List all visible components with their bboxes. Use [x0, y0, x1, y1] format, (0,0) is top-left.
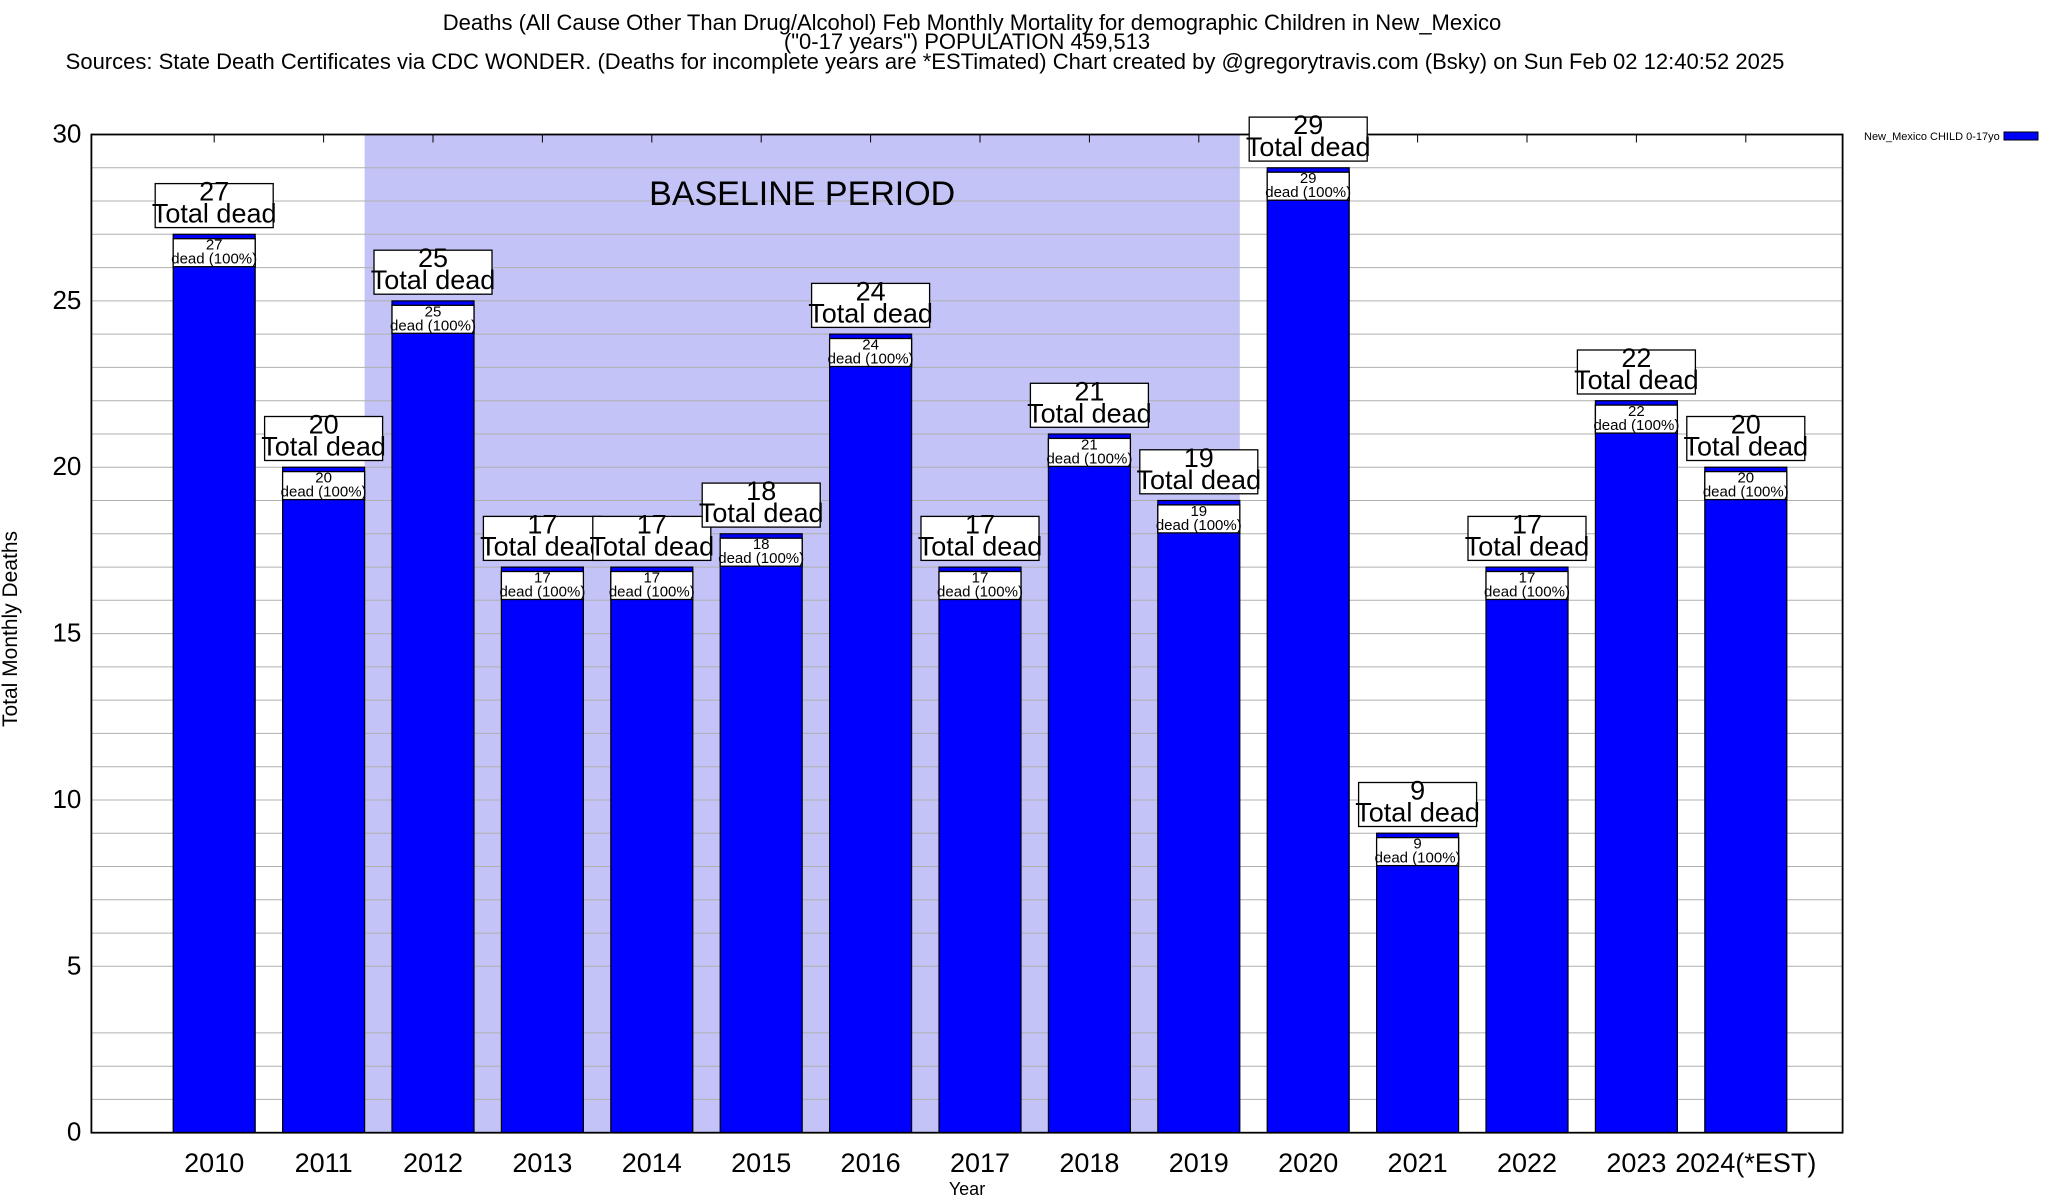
svg-text:2010: 2010 — [184, 1148, 244, 1178]
svg-text:2013: 2013 — [512, 1148, 572, 1178]
svg-text:2014: 2014 — [622, 1148, 682, 1178]
svg-text:Total Monthly Deaths: Total Monthly Deaths — [0, 531, 22, 727]
svg-text:dead (100%): dead (100%) — [1156, 517, 1242, 534]
svg-text:25: 25 — [52, 285, 81, 315]
svg-text:dead (100%): dead (100%) — [1703, 484, 1789, 501]
svg-text:2012: 2012 — [403, 1148, 463, 1178]
svg-text:dead (100%): dead (100%) — [390, 317, 476, 334]
svg-text:15: 15 — [52, 618, 81, 648]
svg-text:dead (100%): dead (100%) — [1484, 584, 1570, 601]
svg-text:Total dead: Total dead — [918, 531, 1043, 561]
svg-text:2011: 2011 — [295, 1148, 353, 1178]
svg-text:dead (100%): dead (100%) — [937, 584, 1023, 601]
svg-text:Total dead: Total dead — [699, 498, 824, 528]
svg-text:Total dead: Total dead — [1574, 365, 1699, 395]
svg-text:5: 5 — [67, 950, 81, 980]
svg-text:Total dead: Total dead — [480, 531, 605, 561]
svg-text:dead (100%): dead (100%) — [281, 484, 367, 501]
svg-text:Total dead: Total dead — [261, 432, 386, 462]
svg-text:Total dead: Total dead — [1246, 132, 1371, 162]
svg-text:Total dead: Total dead — [1355, 798, 1480, 828]
svg-text:dead (100%): dead (100%) — [499, 584, 585, 601]
svg-text:20: 20 — [52, 451, 81, 481]
svg-text:dead (100%): dead (100%) — [171, 251, 257, 268]
svg-text:10: 10 — [52, 784, 81, 814]
svg-text:2023: 2023 — [1606, 1148, 1666, 1178]
svg-text:0: 0 — [67, 1117, 81, 1147]
svg-text:dead (100%): dead (100%) — [828, 351, 914, 368]
svg-text:Total dead: Total dead — [1683, 432, 1808, 462]
svg-text:Total dead: Total dead — [1136, 465, 1261, 495]
svg-text:2017: 2017 — [950, 1148, 1010, 1178]
svg-text:Total dead: Total dead — [589, 531, 714, 561]
svg-text:BASELINE PERIOD: BASELINE PERIOD — [649, 175, 955, 213]
svg-text:2015: 2015 — [731, 1148, 791, 1178]
svg-text:30: 30 — [52, 119, 81, 149]
svg-text:Year: Year — [949, 1179, 985, 1199]
svg-text:dead (100%): dead (100%) — [718, 550, 804, 567]
svg-text:dead (100%): dead (100%) — [1046, 450, 1132, 467]
svg-text:2020: 2020 — [1278, 1148, 1338, 1178]
svg-text:Total dead: Total dead — [1027, 398, 1152, 428]
svg-text:New_Mexico CHILD 0-17yo: New_Mexico CHILD 0-17yo — [1864, 131, 2000, 143]
svg-text:Sources: State Death Certifica: Sources: State Death Certificates via CD… — [66, 49, 1785, 74]
svg-text:dead (100%): dead (100%) — [1375, 850, 1461, 867]
svg-text:2016: 2016 — [841, 1148, 901, 1178]
svg-text:2019: 2019 — [1169, 1148, 1229, 1178]
svg-text:Total dead: Total dead — [371, 265, 496, 295]
svg-text:2022: 2022 — [1497, 1148, 1557, 1178]
svg-text:Total dead: Total dead — [808, 298, 933, 328]
svg-text:Total dead: Total dead — [152, 199, 277, 229]
svg-text:dead (100%): dead (100%) — [609, 584, 695, 601]
svg-text:2024(*EST): 2024(*EST) — [1675, 1148, 1816, 1178]
svg-text:dead (100%): dead (100%) — [1593, 417, 1679, 434]
svg-text:2018: 2018 — [1059, 1148, 1119, 1178]
svg-text:2021: 2021 — [1388, 1148, 1448, 1178]
svg-text:dead (100%): dead (100%) — [1265, 184, 1351, 201]
svg-text:Total dead: Total dead — [1465, 531, 1590, 561]
